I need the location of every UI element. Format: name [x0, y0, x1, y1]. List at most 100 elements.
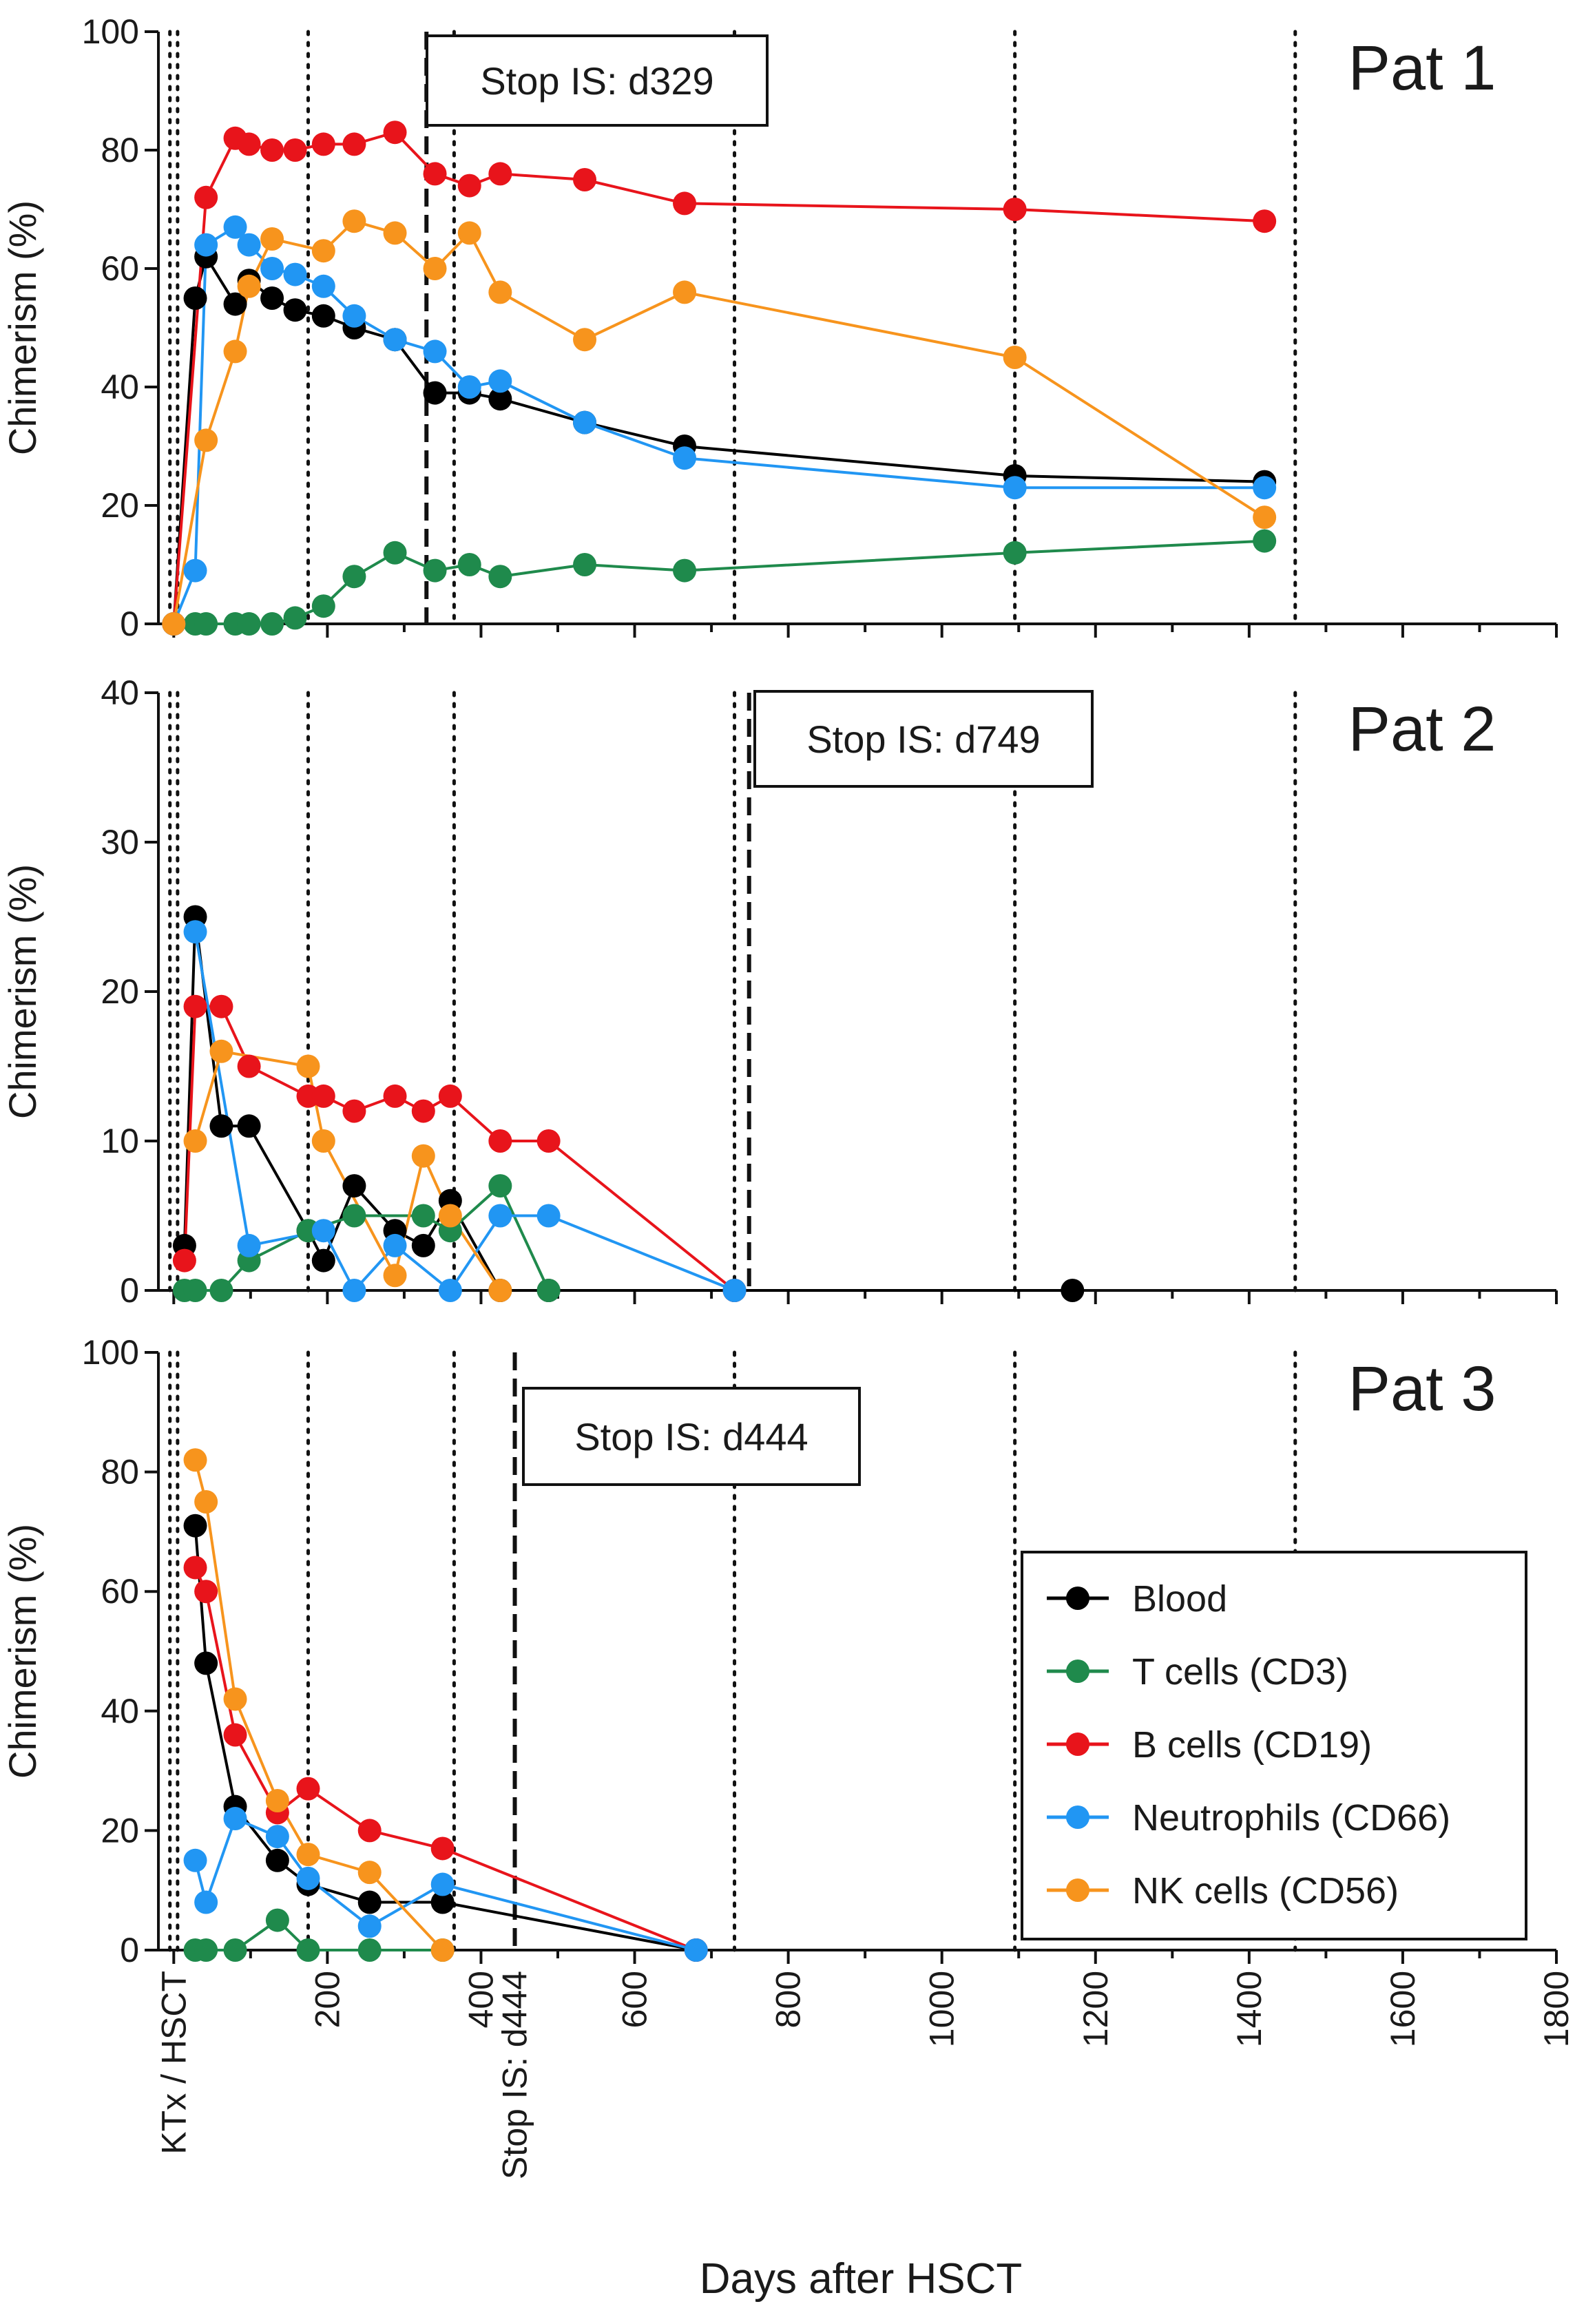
- data-point-blood: [488, 387, 512, 411]
- data-point-neutrophils-cd66-: [237, 233, 261, 257]
- x-tick-label: 800: [769, 1971, 808, 2028]
- data-point-neutrophils-cd66-: [311, 274, 335, 298]
- x-special-label: KTx / HSCT: [154, 1971, 193, 2155]
- data-point-blood: [311, 1248, 335, 1273]
- data-point-b-cells-cd19-: [194, 185, 218, 209]
- patient-label: Pat 1: [1348, 33, 1496, 103]
- data-point-t-cells-cd3-: [357, 1938, 382, 1962]
- data-point-neutrophils-cd66-: [488, 369, 512, 393]
- x-tick-label: 1600: [1384, 1971, 1422, 2047]
- data-point-neutrophils-cd66-: [536, 1204, 561, 1228]
- legend-label: T cells (CD3): [1132, 1651, 1348, 1693]
- data-point-neutrophils-cd66-: [438, 1279, 462, 1302]
- data-point-blood: [411, 1233, 435, 1257]
- data-point-b-cells-cd19-: [223, 1723, 247, 1747]
- y-tick-label: 30: [101, 823, 139, 861]
- data-point-blood: [223, 292, 247, 316]
- legend-marker: [1066, 1587, 1089, 1610]
- data-point-neutrophils-cd66-: [488, 1204, 512, 1228]
- data-point-neutrophils-cd66-: [183, 558, 207, 583]
- legend-label: Neutrophils (CD66): [1132, 1797, 1450, 1839]
- data-point-nk-cells-cd56-: [423, 257, 447, 280]
- data-point-t-cells-cd3-: [237, 612, 261, 636]
- data-point-t-cells-cd3-: [194, 1938, 218, 1962]
- data-point-nk-cells-cd56-: [237, 274, 261, 298]
- data-point-blood: [283, 298, 307, 322]
- data-point-blood: [342, 1174, 366, 1198]
- stop-is-label: Stop IS: d329: [480, 59, 713, 103]
- data-point-nk-cells-cd56-: [194, 1490, 218, 1514]
- data-point-neutrophils-cd66-: [430, 1872, 455, 1896]
- data-point-nk-cells-cd56-: [357, 1861, 382, 1885]
- data-point-nk-cells-cd56-: [311, 1129, 335, 1153]
- data-point-neutrophils-cd66-: [1253, 476, 1277, 500]
- data-point-t-cells-cd3-: [673, 558, 697, 583]
- data-point-b-cells-cd19-: [342, 132, 366, 156]
- y-tick-label: 40: [101, 1692, 139, 1730]
- data-point-nk-cells-cd56-: [673, 280, 697, 304]
- data-point-b-cells-cd19-: [383, 1084, 407, 1108]
- data-point-neutrophils-cd66-: [383, 328, 407, 352]
- data-point-neutrophils-cd66-: [194, 233, 218, 257]
- data-point-b-cells-cd19-: [194, 1580, 218, 1604]
- data-point-neutrophils-cd66-: [223, 215, 247, 239]
- data-point-blood: [183, 286, 207, 310]
- y-tick-label: 80: [101, 131, 139, 169]
- patient-label: Pat 2: [1348, 694, 1496, 764]
- data-point-b-cells-cd19-: [573, 168, 597, 191]
- data-point-nk-cells-cd56-: [296, 1054, 320, 1078]
- data-point-nk-cells-cd56-: [383, 221, 407, 245]
- data-point-nk-cells-cd56-: [1003, 346, 1027, 369]
- data-point-nk-cells-cd56-: [194, 428, 218, 452]
- data-point-b-cells-cd19-: [457, 174, 481, 198]
- data-point-t-cells-cd3-: [342, 565, 366, 589]
- series-line-blood: [194, 1525, 697, 1951]
- data-point-neutrophils-cd66-: [342, 304, 366, 328]
- data-point-t-cells-cd3-: [573, 553, 597, 576]
- data-point-neutrophils-cd66-: [260, 257, 284, 280]
- data-point-neutrophils-cd66-: [673, 446, 697, 470]
- legend-label: NK cells (CD56): [1132, 1870, 1399, 1912]
- data-point-neutrophils-cd66-: [357, 1914, 382, 1938]
- legend-label: B cells (CD19): [1132, 1724, 1372, 1766]
- data-point-blood: [237, 1114, 261, 1138]
- data-point-b-cells-cd19-: [209, 994, 233, 1018]
- x-special-label: Stop IS: d444: [496, 1971, 534, 2179]
- data-point-t-cells-cd3-: [488, 1174, 512, 1198]
- data-point-nk-cells-cd56-: [223, 1687, 247, 1711]
- data-point-b-cells-cd19-: [383, 121, 407, 145]
- y-tick-label: 60: [101, 1572, 139, 1611]
- data-point-blood: [423, 381, 447, 405]
- data-point-neutrophils-cd66-: [342, 1279, 366, 1302]
- legend: Blood T cells (CD3) B cells (CD19) Neutroph…: [1021, 1551, 1527, 1940]
- legend-label: Blood: [1132, 1578, 1227, 1620]
- stop-is-label: Stop IS: d749: [806, 718, 1040, 761]
- data-point-t-cells-cd3-: [296, 1938, 320, 1962]
- y-axis-title: Chimerism (%): [1, 1524, 44, 1779]
- patient-label: Pat 3: [1348, 1354, 1496, 1424]
- x-tick-label: 1400: [1230, 1971, 1269, 2047]
- data-point-neutrophils-cd66-: [183, 1848, 207, 1872]
- data-point-neutrophils-cd66-: [194, 1890, 218, 1914]
- data-point-t-cells-cd3-: [283, 606, 307, 630]
- y-tick-label: 0: [120, 1271, 139, 1310]
- data-point-t-cells-cd3-: [260, 612, 284, 636]
- data-point-nk-cells-cd56-: [488, 280, 512, 304]
- y-tick-label: 60: [101, 249, 139, 288]
- data-point-t-cells-cd3-: [1253, 529, 1277, 553]
- series-line-neutrophils-cd66-: [194, 1817, 697, 1951]
- data-point-t-cells-cd3-: [411, 1204, 435, 1228]
- x-axis-title: Days after HSCT: [700, 2255, 1023, 2303]
- data-point-neutrophils-cd66-: [183, 920, 207, 944]
- stop-is-label: Stop IS: d444: [574, 1415, 808, 1458]
- data-point-t-cells-cd3-: [209, 1279, 233, 1302]
- data-point-t-cells-cd3-: [194, 612, 218, 636]
- data-point-b-cells-cd19-: [423, 162, 447, 186]
- data-point-t-cells-cd3-: [265, 1908, 289, 1932]
- y-axis-title: Chimerism (%): [1, 864, 44, 1119]
- y-tick-label: 20: [101, 972, 139, 1011]
- data-point-blood: [194, 1651, 218, 1675]
- data-point-nk-cells-cd56-: [430, 1938, 455, 1962]
- data-point-nk-cells-cd56-: [411, 1144, 435, 1168]
